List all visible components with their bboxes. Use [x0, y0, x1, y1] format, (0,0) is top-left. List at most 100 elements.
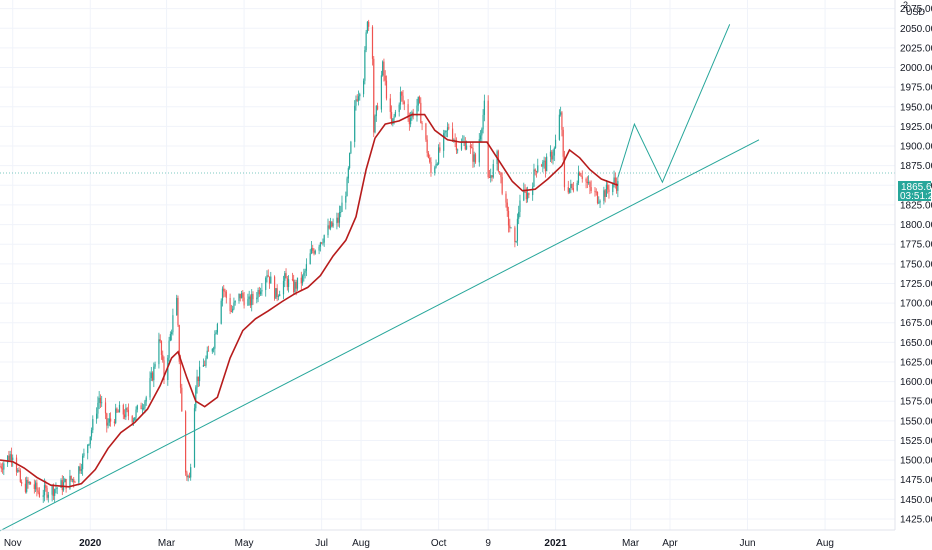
candle-body [279, 294, 281, 297]
candle-body [248, 296, 250, 300]
candle-body [615, 182, 618, 191]
candle-body [74, 481, 76, 483]
candle-body [82, 455, 84, 470]
candle-body [383, 61, 385, 76]
candle-body [528, 193, 530, 196]
candle-body [140, 405, 142, 410]
y-tick-label: 1650.00 [900, 338, 932, 349]
candle-body [426, 139, 428, 153]
candle-body [188, 476, 191, 478]
candle-body [581, 176, 583, 179]
candle-body [390, 111, 393, 124]
candle-body [612, 183, 614, 193]
candle-body [229, 297, 231, 312]
candle-body [104, 402, 107, 414]
candle-body [443, 133, 445, 151]
candle-body [56, 487, 58, 489]
candle-body [224, 291, 226, 293]
grid-lines [0, 0, 895, 530]
candle-body [425, 123, 427, 140]
candle-body [479, 135, 482, 140]
candle-body [563, 156, 566, 188]
candle-body [375, 105, 377, 117]
y-tick-label: 1575.00 [900, 397, 932, 408]
candle-body [242, 293, 244, 298]
candle-body [614, 177, 616, 183]
candle-body [491, 175, 493, 178]
candle-body [394, 111, 396, 117]
candle-body [29, 482, 32, 485]
candle-body [321, 242, 323, 244]
candles [0, 19, 619, 503]
candle-body [51, 486, 53, 495]
candle-body [590, 187, 592, 191]
candle-body [143, 407, 145, 409]
candle-body [570, 183, 572, 189]
candle-body [535, 171, 538, 173]
y-tick-label: 1825.00 [900, 200, 932, 211]
projection-path[interactable] [617, 24, 731, 184]
candle-body [181, 387, 183, 412]
candle-body [483, 100, 485, 115]
candle-body [38, 492, 41, 497]
candle-body [178, 325, 180, 362]
candle-body [223, 288, 225, 292]
candle-body [599, 200, 601, 203]
candle-body [303, 272, 305, 276]
candle-body [525, 191, 527, 200]
candle-body [145, 397, 147, 402]
candle-body [427, 152, 430, 158]
candle-body [106, 413, 108, 426]
candle-body [117, 411, 119, 413]
candle-body [115, 408, 117, 424]
candle-body [380, 75, 382, 110]
candle-body [110, 418, 112, 422]
candle-body [249, 296, 252, 306]
candle-body [542, 161, 544, 167]
support-trendline[interactable] [0, 139, 760, 532]
candle-body [162, 354, 164, 361]
candle-body [195, 387, 197, 409]
x-tick-label: Nov [4, 538, 22, 549]
candle-body [190, 467, 192, 478]
x-tick-label: Oct [431, 538, 447, 549]
candle-body [220, 300, 222, 324]
candle-body [291, 279, 294, 281]
y-tick-label: 2050.00 [900, 24, 932, 35]
candle-body [28, 482, 30, 484]
candle-body [448, 127, 450, 129]
candle-body [287, 279, 290, 287]
candle-body [149, 378, 151, 398]
y-tick-label: 1925.00 [900, 122, 932, 133]
candle-body [505, 193, 507, 203]
candle-body [340, 212, 342, 213]
candle-body [318, 246, 320, 251]
candle-body [24, 483, 27, 492]
time-axis[interactable]: Nov 2020 Mar May Jul Aug Oct 9 2021 Mar Apr Jun Aug [0, 529, 895, 549]
candle-body [355, 99, 357, 106]
candle-body [71, 479, 74, 480]
y-tick-label: 1750.00 [900, 259, 932, 270]
y-tick-label: 1500.00 [900, 456, 932, 467]
candle-body [371, 26, 374, 59]
price-axis[interactable]: 1425.00 1450.00 1475.00 1500.00 1525.00 1550.… [900, 4, 932, 525]
candle-body [389, 98, 391, 112]
candle-body [43, 485, 46, 496]
candle-body [533, 169, 535, 187]
candle-body [97, 402, 99, 414]
candle-body [507, 210, 510, 226]
candle-body [80, 469, 82, 471]
candle-body [516, 218, 519, 241]
y-tick-label: 1900.00 [900, 142, 932, 153]
candle-body [9, 454, 11, 461]
candle-body [398, 104, 400, 112]
candle-body [549, 151, 552, 157]
x-tick-label: Jun [739, 538, 755, 549]
candle-body [198, 366, 201, 382]
candle-body [310, 247, 313, 254]
candle-body [153, 366, 155, 381]
y-tick-label: 1950.00 [900, 102, 932, 113]
y-tick-label: 1675.00 [900, 318, 932, 329]
candle-body [500, 172, 502, 178]
